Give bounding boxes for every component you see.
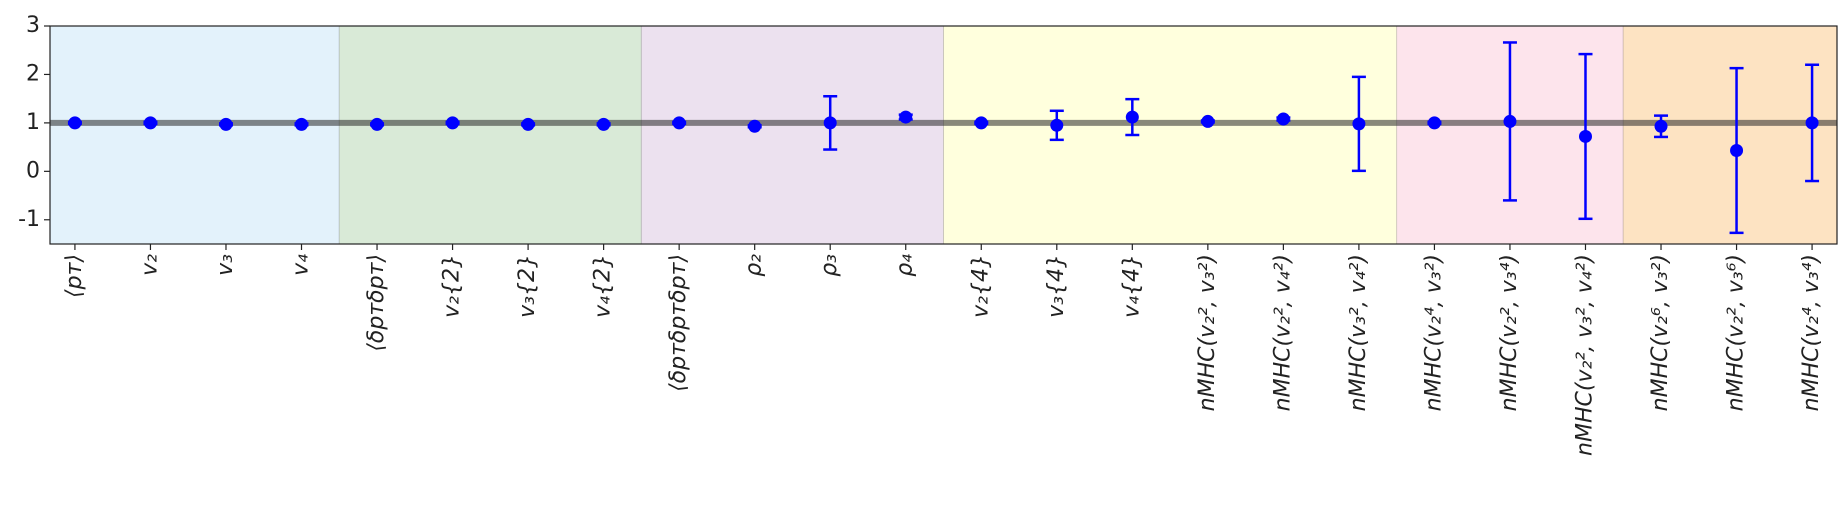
point xyxy=(1201,114,1215,128)
point xyxy=(1503,114,1517,128)
y-tick-label: 1 xyxy=(26,110,40,135)
x-tick-label: v₄{2} xyxy=(591,254,616,318)
x-tick-label: ρ₄ xyxy=(893,254,918,277)
x-tick-label: nMHC(v₂², v₄²) xyxy=(1270,254,1295,411)
point xyxy=(1276,112,1290,126)
region xyxy=(640,25,944,245)
x-tick-label: nMHC(v₂², v₃²) xyxy=(1195,254,1220,411)
point xyxy=(295,117,309,131)
region xyxy=(49,25,340,245)
x-tick-label: ⟨pᴛ⟩ xyxy=(62,254,87,298)
point xyxy=(370,117,384,131)
y-tick-label: 2 xyxy=(26,61,40,86)
x-tick-label: v₄ xyxy=(289,254,314,276)
point xyxy=(974,116,988,130)
point xyxy=(672,116,686,130)
x-tick-label: nMHC(v₂², v₃⁴) xyxy=(1497,254,1522,411)
point xyxy=(748,119,762,133)
point xyxy=(1352,117,1366,131)
x-tick-label: v₂{2} xyxy=(440,254,465,318)
x-tick-label: nMHC(v₂⁶, v₃²) xyxy=(1648,254,1673,411)
x-tick-label: v₃ xyxy=(213,254,238,276)
region xyxy=(1622,25,1838,245)
x-tick-label: ρ₂ xyxy=(742,254,767,277)
point xyxy=(219,117,233,131)
point xyxy=(899,110,913,124)
y-tick-label: 0 xyxy=(26,158,40,183)
point xyxy=(521,117,535,131)
x-tick-label: nMHC(v₂⁴, v₃⁴) xyxy=(1799,254,1824,411)
point xyxy=(1654,119,1668,133)
x-tick-label: ⟨δpᴛδpᴛ⟩ xyxy=(364,254,389,352)
x-tick-label: nMHC(v₂², v₃⁶) xyxy=(1724,254,1749,411)
region xyxy=(338,25,642,245)
point xyxy=(68,116,82,130)
point xyxy=(1805,116,1819,130)
x-tick-label: nMHC(v₂⁴, v₃²) xyxy=(1421,254,1446,411)
x-tick-label: v₄{4} xyxy=(1119,254,1144,318)
x-tick-label: nMHC(v₃², v₄²) xyxy=(1346,254,1371,411)
x-tick-label: ρ₃ xyxy=(817,254,842,277)
plot-frame xyxy=(49,25,1838,245)
x-tick-label: v₂{4} xyxy=(968,254,993,318)
point xyxy=(1125,110,1139,124)
point xyxy=(1427,116,1441,130)
y-tick-label: -1 xyxy=(18,207,40,232)
x-tick-label: v₃{4} xyxy=(1044,254,1069,318)
x-tick-label: v₂ xyxy=(137,254,162,276)
point xyxy=(143,116,157,130)
x-tick-label: ⟨δpᴛδpᴛδpᴛ⟩ xyxy=(666,254,691,392)
point xyxy=(1730,144,1744,158)
x-tick-label: nMHC(v₂², v₃², v₄²) xyxy=(1572,254,1597,456)
point xyxy=(446,116,460,130)
region xyxy=(943,25,1398,245)
y-tick-label: 3 xyxy=(26,13,40,38)
point xyxy=(1050,118,1064,132)
point xyxy=(823,116,837,130)
point xyxy=(597,117,611,131)
point xyxy=(1578,129,1592,143)
x-tick-label: v₃{2} xyxy=(515,254,540,318)
